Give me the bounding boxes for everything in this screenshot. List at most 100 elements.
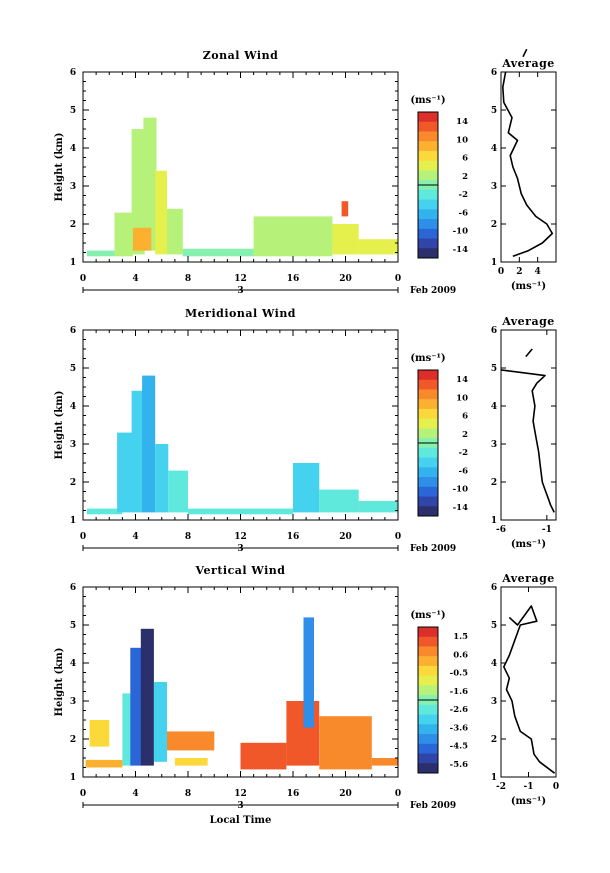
- y-tick-label: 6: [70, 68, 76, 78]
- colorbar-tick-label: 1.5: [453, 632, 468, 642]
- x-tick-label: 0: [80, 789, 86, 799]
- heatmap-cell: [122, 693, 132, 766]
- colorbar-swatch: [418, 447, 438, 458]
- colorbar-swatch: [418, 734, 438, 745]
- profile-unit: (ms⁻¹): [511, 796, 546, 807]
- colorbar-tick-label: 10: [456, 135, 468, 145]
- heatmap-cell: [332, 224, 359, 255]
- x-tick-label: 16: [287, 274, 300, 284]
- colorbar-tick-label: -3.6: [450, 723, 468, 733]
- heatmap-cell: [341, 201, 349, 217]
- profile-y-tick-label: 5: [491, 621, 497, 631]
- y-tick-label: 2: [70, 735, 76, 745]
- date-label: Feb 2009: [410, 801, 456, 811]
- colorbar-swatch: [418, 141, 438, 152]
- heatmap-cell: [293, 463, 320, 513]
- profile-y-tick-label: 5: [491, 106, 497, 116]
- heatmap-cell: [167, 731, 215, 751]
- profile-y-tick-label: 1: [491, 773, 497, 783]
- x-tick-label: 0: [80, 532, 86, 542]
- y-tick-label: 1: [70, 773, 76, 783]
- x-tick-label: 0: [395, 532, 401, 542]
- y-tick-label: 5: [70, 106, 76, 116]
- profile-y-tick-label: 5: [491, 364, 497, 374]
- colorbar-swatch: [418, 379, 438, 390]
- colorbar-swatch: [418, 150, 438, 162]
- colorbar-tick-label: -2: [459, 190, 469, 200]
- colorbar-swatch: [418, 121, 438, 132]
- date-label: Feb 2009: [410, 286, 456, 296]
- profile-y-tick-label: 2: [491, 220, 497, 230]
- x-tick-label: 20: [339, 789, 352, 799]
- heatmap-cell: [89, 720, 110, 747]
- profile-title: Average: [501, 57, 555, 70]
- heatmap-cell: [240, 742, 287, 770]
- heatmap-cell: [253, 216, 333, 257]
- colorbar-swatch: [418, 763, 438, 774]
- colorbar-swatch: [418, 228, 438, 239]
- profile-x-tick-label: -1: [542, 525, 552, 535]
- y-tick-label: 6: [70, 583, 76, 593]
- chart-title: Meridional Wind: [185, 307, 296, 320]
- y-tick-label: 5: [70, 621, 76, 631]
- profile-title: Average: [501, 315, 555, 328]
- y-tick-label: 1: [70, 258, 76, 268]
- colorbar-swatch: [418, 199, 438, 210]
- x-axis-label: Local Time: [210, 815, 272, 826]
- x-tick-label: 0: [395, 274, 401, 284]
- colorbar-swatch: [418, 486, 438, 497]
- x-tick-label: 0: [395, 789, 401, 799]
- profile-x-tick-label: 0: [553, 782, 559, 792]
- colorbar-tick-label: 10: [456, 393, 468, 403]
- colorbar-swatch: [418, 714, 438, 725]
- profile-x-tick-label: -6: [496, 525, 506, 535]
- heatmap-cell: [142, 375, 156, 513]
- colorbar-swatch: [418, 685, 438, 696]
- heatmap-cell: [358, 501, 398, 513]
- profile-y-tick-label: 6: [491, 68, 497, 78]
- colorbar-swatch: [418, 506, 438, 517]
- heatmap-cell: [286, 701, 320, 766]
- x-tick-label: 20: [339, 274, 352, 284]
- profile-y-tick-label: 6: [491, 583, 497, 593]
- profile-y-tick-label: 1: [491, 258, 497, 268]
- colorbar-swatch: [418, 248, 438, 259]
- chart-title: Zonal Wind: [203, 49, 279, 62]
- colorbar-tick-label: -1.6: [450, 687, 468, 697]
- profile-x-tick-label: -1: [524, 782, 534, 792]
- heatmap-cell: [131, 390, 144, 513]
- colorbar-tick-label: -4.5: [450, 742, 468, 752]
- y-tick-label: 3: [70, 440, 76, 450]
- colorbar-swatch: [418, 467, 438, 478]
- colorbar-unit: (ms⁻¹): [410, 610, 445, 621]
- profile-y-tick-label: 4: [491, 144, 497, 154]
- y-axis-label: Height (km): [54, 648, 65, 717]
- colorbar-tick-label: -14: [453, 503, 468, 513]
- profile-y-tick-label: 2: [491, 735, 497, 745]
- profile-y-tick-label: 1: [491, 516, 497, 526]
- colorbar-swatch: [418, 219, 438, 230]
- profile-frame: [500, 586, 557, 778]
- colorbar-swatch: [418, 636, 438, 647]
- x-tick-label: 4: [132, 532, 138, 542]
- heatmap-cell: [86, 250, 116, 257]
- heatmap-cell: [319, 716, 372, 770]
- profile-y-tick-label: 3: [491, 697, 497, 707]
- colorbar-swatch: [418, 656, 438, 667]
- colorbar-swatch: [418, 160, 438, 171]
- x-tick-label: 8: [185, 274, 191, 284]
- x-tick-label: 4: [132, 789, 138, 799]
- heatmap-cell: [182, 248, 254, 257]
- y-tick-label: 4: [70, 402, 76, 412]
- x-tick-label: 4: [132, 274, 138, 284]
- day-label: 3: [237, 544, 243, 554]
- x-tick-label: 16: [287, 789, 300, 799]
- heatmap-cell: [319, 489, 359, 513]
- y-tick-label: 2: [70, 220, 76, 230]
- day-label: 3: [237, 286, 243, 296]
- date-label: Feb 2009: [410, 544, 456, 554]
- colorbar-swatch: [418, 675, 438, 686]
- profile-x-tick-label: 2: [516, 267, 522, 277]
- colorbar-swatch: [418, 428, 438, 439]
